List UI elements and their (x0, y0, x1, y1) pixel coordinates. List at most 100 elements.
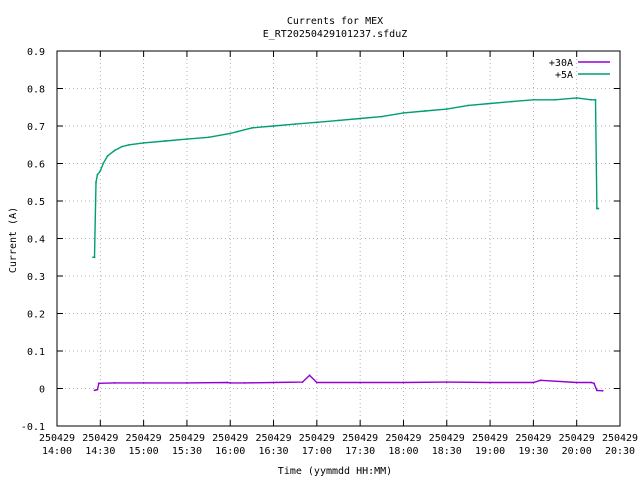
data-point (113, 381, 116, 384)
data-point (97, 382, 100, 385)
data-point (229, 381, 232, 384)
data-point (402, 381, 405, 384)
x-tick-label: 250429 (39, 433, 75, 444)
data-point (308, 374, 311, 377)
x-axis-label: Time (yymmdd HH:MM) (278, 466, 392, 477)
grid (56, 50, 621, 427)
series-line-30a (94, 374, 603, 392)
x-tick-label: 250429 (559, 433, 595, 444)
data-point (93, 256, 96, 259)
data-point (96, 388, 99, 391)
data-point (272, 381, 275, 384)
data-point (532, 98, 535, 101)
tick-labels: -0.1 0 0.1 0.2 0.3 0.4 0.5 0.6 0.7 0.8 0.9 250429 14… (21, 47, 638, 457)
x-tick-label: 16:00 (215, 446, 245, 457)
data-point (113, 149, 116, 152)
y-tick-label: 0 (39, 385, 45, 396)
data-point (596, 389, 598, 392)
data-point (315, 121, 318, 124)
data-point (593, 382, 595, 385)
data-point (467, 104, 470, 107)
chart-title: Currents for MEX (287, 16, 383, 27)
data-point (96, 173, 99, 176)
data-point (207, 136, 210, 139)
x-tick-label: 20:30 (605, 446, 635, 457)
y-tick-label: 0.4 (27, 235, 45, 246)
data-point (489, 381, 491, 384)
y-tick-label: 0.3 (27, 272, 45, 283)
y-axis-label: Current (A) (8, 207, 19, 273)
x-tick-label: 250429 (602, 433, 638, 444)
data-point (315, 381, 318, 384)
data-point (594, 98, 597, 101)
x-tick-label: 17:00 (302, 446, 332, 457)
y-tick-label: 0.5 (27, 197, 45, 208)
data-point (272, 125, 275, 127)
legend-label: +5A (555, 70, 573, 81)
data-point (359, 381, 362, 384)
data-point (575, 381, 578, 384)
data-point (250, 126, 253, 129)
y-tick-label: 0.7 (27, 122, 45, 133)
data-point (554, 98, 556, 101)
data-point (596, 207, 598, 210)
y-tick-label: -0.1 (21, 422, 45, 433)
x-tick-label: 19:00 (475, 446, 505, 457)
data-point (106, 155, 109, 157)
data-point (164, 140, 167, 142)
data-point (590, 98, 593, 101)
data-point (243, 381, 246, 384)
series-layer (92, 96, 604, 392)
data-point (575, 96, 578, 99)
data-point (445, 108, 448, 111)
data-point (226, 381, 229, 384)
x-tick-label: 14:00 (42, 446, 72, 457)
data-point (142, 141, 145, 144)
data-point (402, 111, 405, 114)
data-point (186, 381, 188, 384)
data-point (539, 379, 542, 382)
data-point (142, 381, 145, 384)
x-tick-label: 250429 (385, 433, 421, 444)
data-point (186, 138, 188, 141)
data-point (597, 207, 600, 210)
data-point (301, 381, 304, 384)
x-tick-label: 250429 (169, 433, 205, 444)
data-point (510, 100, 513, 103)
y-tick-label: 0.2 (27, 310, 45, 321)
x-tick-label: 250429 (82, 433, 118, 444)
x-tick-label: 18:00 (388, 446, 418, 457)
x-tick-label: 14:30 (85, 446, 115, 457)
data-point (601, 389, 604, 392)
data-point (121, 145, 123, 148)
x-tick-label: 250429 (299, 433, 335, 444)
x-tick-label: 250429 (472, 433, 508, 444)
x-tick-label: 250429 (212, 433, 248, 444)
data-point (532, 381, 535, 384)
legend: +30A+5A (549, 58, 610, 81)
data-point (93, 389, 96, 392)
data-point (95, 389, 97, 391)
x-tick-label: 250429 (429, 433, 465, 444)
x-tick-label: 20:00 (562, 446, 592, 457)
axes (56, 50, 621, 427)
x-tick-label: 19:30 (518, 446, 548, 457)
data-point (294, 123, 297, 126)
x-tick-label: 17:30 (345, 446, 375, 457)
data-point (229, 132, 232, 135)
y-tick-label: 0.1 (27, 347, 45, 358)
data-point (128, 143, 131, 146)
data-point (102, 162, 105, 165)
y-tick-label: 0.9 (27, 47, 45, 58)
legend-label: +30A (549, 58, 573, 69)
x-tick-label: 15:30 (172, 446, 202, 457)
data-point (359, 117, 362, 120)
x-tick-label: 250429 (255, 433, 291, 444)
x-tick-label: 16:30 (258, 446, 288, 457)
data-point (489, 102, 491, 105)
data-point (99, 170, 102, 172)
y-tick-label: 0.6 (27, 160, 45, 171)
data-point (236, 130, 239, 133)
data-point (95, 181, 97, 184)
